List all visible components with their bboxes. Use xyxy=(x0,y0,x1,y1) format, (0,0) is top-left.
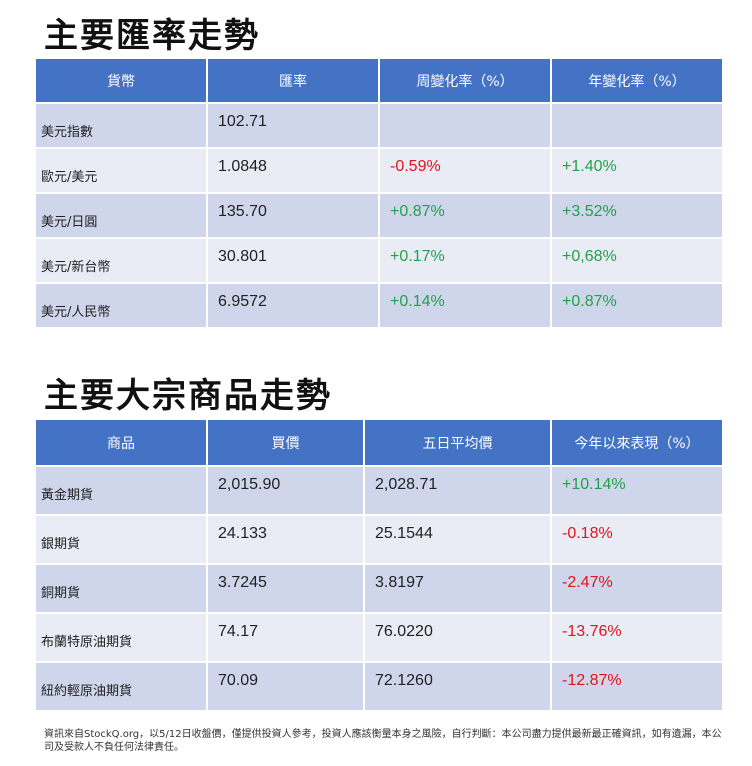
commodity-name: 銀期貨 xyxy=(34,514,208,565)
disclaimer-footnote: 資訊來自StockQ.org，以5/12日收盤價，僅提供投資人參考，投資人應該衡… xyxy=(44,729,722,753)
table-row: 黃金期貨 2,015.90 2,028.71 +10.14% xyxy=(34,465,724,516)
fx-yearly-change: +0.87% xyxy=(550,282,724,329)
table-row: 紐約輕原油期貨 70.09 72.1260 -12.87% xyxy=(34,661,724,712)
fx-header-rate: 匯率 xyxy=(206,57,380,104)
commodity-ytd-performance: -2.47% xyxy=(550,563,724,614)
fx-yearly-change xyxy=(550,102,724,149)
commodity-bid: 3.7245 xyxy=(206,563,365,614)
commodity-five-day-average: 72.1260 xyxy=(363,661,552,712)
fx-weekly-change: -0.59% xyxy=(378,147,552,194)
commodity-name: 紐約輕原油期貨 xyxy=(34,661,208,712)
fx-currency-name: 美元/新台幣 xyxy=(34,237,208,284)
fx-rate: 1.0848 xyxy=(206,147,380,194)
commodity-bid: 2,015.90 xyxy=(206,465,365,516)
commodities-header-five-day-average: 五日平均價 xyxy=(363,418,552,467)
fx-currency-name: 美元指數 xyxy=(34,102,208,149)
table-row: 銀期貨 24.133 25.1544 -0.18% xyxy=(34,514,724,565)
commodity-ytd-performance: +10.14% xyxy=(550,465,724,516)
table-row: 銅期貨 3.7245 3.8197 -2.47% xyxy=(34,563,724,614)
fx-currency-name: 美元/人民幣 xyxy=(34,282,208,329)
commodity-five-day-average: 3.8197 xyxy=(363,563,552,614)
commodities-header-name: 商品 xyxy=(34,418,208,467)
fx-currency-name: 美元/日圓 xyxy=(34,192,208,239)
fx-rate: 135.70 xyxy=(206,192,380,239)
table-row: 美元/人民幣 6.9572 +0.14% +0.87% xyxy=(34,282,724,329)
fx-header-weekly-change: 周變化率（%） xyxy=(378,57,552,104)
fx-title: 主要匯率走勢 xyxy=(44,16,260,56)
fx-rate: 6.9572 xyxy=(206,282,380,329)
commodity-five-day-average: 76.0220 xyxy=(363,612,552,663)
commodity-bid: 74.17 xyxy=(206,612,365,663)
commodity-five-day-average: 2,028.71 xyxy=(363,465,552,516)
table-row: 美元/日圓 135.70 +0.87% +3.52% xyxy=(34,192,724,239)
commodity-name: 銅期貨 xyxy=(34,563,208,614)
commodity-ytd-performance: -12.87% xyxy=(550,661,724,712)
table-row: 布蘭特原油期貨 74.17 76.0220 -13.76% xyxy=(34,612,724,663)
commodity-name: 黃金期貨 xyxy=(34,465,208,516)
fx-header-currency: 貨幣 xyxy=(34,57,208,104)
fx-weekly-change: +0.87% xyxy=(378,192,552,239)
commodities-header-bid: 買價 xyxy=(206,418,365,467)
fx-table: 貨幣 匯率 周變化率（%） 年變化率（%） 美元指數 102.71 歐元/美元 … xyxy=(34,57,724,329)
commodity-bid: 70.09 xyxy=(206,661,365,712)
table-row: 美元指數 102.71 xyxy=(34,102,724,149)
fx-header-row: 貨幣 匯率 周變化率（%） 年變化率（%） xyxy=(34,57,724,104)
fx-header-yearly-change: 年變化率（%） xyxy=(550,57,724,104)
commodity-ytd-performance: -0.18% xyxy=(550,514,724,565)
fx-rate: 102.71 xyxy=(206,102,380,149)
commodities-header-row: 商品 買價 五日平均價 今年以來表現（%） xyxy=(34,418,724,467)
fx-weekly-change: +0.14% xyxy=(378,282,552,329)
commodity-ytd-performance: -13.76% xyxy=(550,612,724,663)
fx-yearly-change: +3.52% xyxy=(550,192,724,239)
commodity-five-day-average: 25.1544 xyxy=(363,514,552,565)
table-row: 美元/新台幣 30.801 +0.17% +0,68% xyxy=(34,237,724,284)
fx-yearly-change: +0,68% xyxy=(550,237,724,284)
commodities-title: 主要大宗商品走勢 xyxy=(44,376,332,416)
commodity-name: 布蘭特原油期貨 xyxy=(34,612,208,663)
commodities-header-ytd-performance: 今年以來表現（%） xyxy=(550,418,724,467)
fx-yearly-change: +1.40% xyxy=(550,147,724,194)
fx-weekly-change xyxy=(378,102,552,149)
commodity-bid: 24.133 xyxy=(206,514,365,565)
fx-weekly-change: +0.17% xyxy=(378,237,552,284)
commodities-table: 商品 買價 五日平均價 今年以來表現（%） 黃金期貨 2,015.90 2,02… xyxy=(34,418,724,712)
table-row: 歐元/美元 1.0848 -0.59% +1.40% xyxy=(34,147,724,194)
fx-rate: 30.801 xyxy=(206,237,380,284)
fx-currency-name: 歐元/美元 xyxy=(34,147,208,194)
